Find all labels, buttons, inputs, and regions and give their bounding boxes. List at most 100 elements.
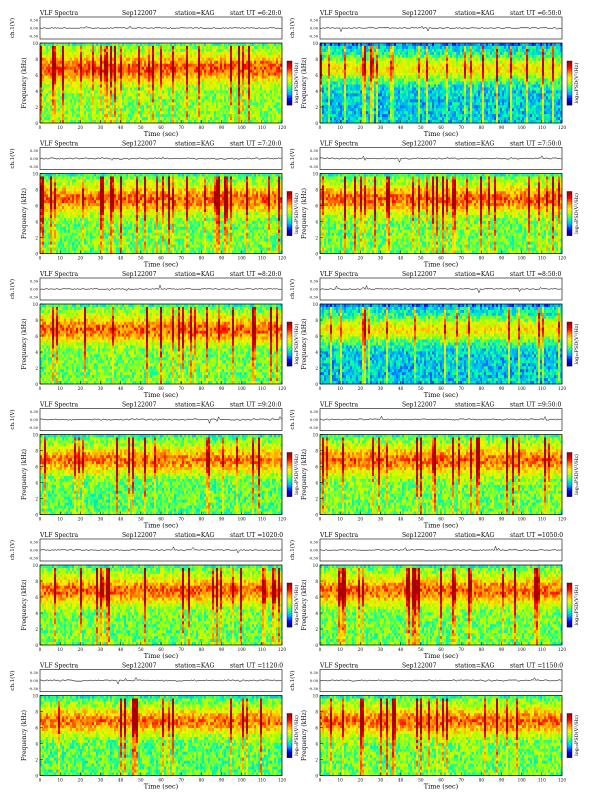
spectrogram-cell (390, 43, 392, 46)
spectrogram-cell (162, 49, 164, 52)
spectrogram-cell (86, 114, 88, 117)
spectrogram-cell (230, 52, 232, 55)
spectrogram-cell (176, 96, 178, 99)
spectrogram-cell (62, 61, 64, 64)
spectrogram-cell (60, 111, 62, 114)
spectrogram-cell (202, 49, 204, 52)
spectrogram-cell (242, 84, 244, 87)
spectrogram-cell (184, 87, 186, 90)
spectrogram-cell (204, 67, 206, 70)
spectrogram-cell (250, 117, 252, 120)
spectrogram-cell (258, 46, 260, 49)
spectrogram-cell (226, 58, 228, 61)
spectrogram-cell (212, 46, 214, 49)
spectrogram-cell (90, 108, 92, 111)
spectrogram-cell (74, 49, 76, 52)
spectrogram-cell (182, 52, 184, 55)
spectrogram-cell (270, 108, 272, 111)
spectrogram-cell (110, 52, 112, 55)
spectrogram-cell (426, 49, 428, 52)
spectrogram-cell (330, 43, 332, 46)
spectrogram-cell (184, 73, 186, 76)
spectrogram-cell (474, 49, 476, 52)
spectrogram-cell (110, 96, 112, 99)
spectrogram-cell (120, 96, 122, 99)
spectrogram-cell (80, 52, 82, 55)
spectrogram-cell (58, 93, 60, 96)
spectrogram-cell (106, 55, 108, 58)
spectrogram-cell (112, 105, 114, 108)
spectrogram-cell (48, 105, 50, 108)
spectrogram-cell (332, 52, 334, 55)
spectrogram-cell (262, 114, 264, 117)
spectrogram-cell (236, 43, 238, 46)
spectrogram-cell (204, 105, 206, 108)
spectrogram-cell (266, 96, 268, 99)
spectrogram-cell (146, 55, 148, 58)
spectrogram-cell (242, 49, 244, 52)
spectrogram-cell (412, 43, 414, 46)
spectrogram-cell (164, 93, 166, 96)
spectrogram-cell (140, 93, 142, 96)
spectrogram-cell (52, 82, 54, 85)
spectrogram-cell (104, 76, 106, 79)
spectrogram-cell (170, 58, 172, 61)
spectrogram-cell (62, 87, 64, 90)
spectrogram-cell (168, 82, 170, 85)
spectrogram-cell (488, 58, 490, 61)
spectrogram-cell (142, 79, 144, 82)
spectrogram-cell (128, 46, 130, 49)
spectrogram-cell (208, 70, 210, 73)
x-tick-label: 20 (78, 125, 84, 130)
spectrogram-cell (486, 55, 488, 58)
spectrogram-cell (198, 82, 200, 85)
spectrogram-cell (116, 96, 118, 99)
spectrogram-cell (356, 58, 358, 61)
spectrogram-cell (272, 102, 274, 105)
spectrogram-cell (218, 73, 220, 76)
spectrogram-cell (340, 58, 342, 61)
spectrogram-cell (158, 82, 160, 85)
spectrogram-cell (512, 43, 514, 46)
spectrogram-cell (378, 52, 380, 55)
spectrogram-cell (388, 61, 390, 64)
spectrogram-cell (522, 46, 524, 49)
spectrogram-cell (502, 49, 504, 52)
spectrogram-cell (138, 105, 140, 108)
spectrogram-cell (214, 67, 216, 70)
spectrogram-cell (200, 84, 202, 87)
spectrogram-cell (200, 117, 202, 120)
spectrogram-cell (110, 108, 112, 111)
spectrogram-cell (110, 64, 112, 67)
spectrogram-cell (272, 96, 274, 99)
spectrogram-cell (528, 58, 530, 61)
spectrogram-cell (52, 93, 54, 96)
spectrogram-cell (130, 61, 132, 64)
spectrogram-cell (408, 58, 410, 61)
spectrogram-cell (94, 49, 96, 52)
spectrogram-cell (244, 117, 246, 120)
spectrogram-cell (56, 43, 58, 46)
spectrogram-cell (370, 58, 372, 61)
spectrogram-cell (170, 52, 172, 55)
spectrogram-cell (80, 105, 82, 108)
spectrogram-cell (360, 49, 362, 52)
spectrogram-cell (252, 55, 254, 58)
spectrogram-cell (394, 61, 396, 64)
spectrogram-cell (406, 61, 408, 64)
spectrogram-cell (404, 43, 406, 46)
spectrogram-cell (220, 73, 222, 76)
spectrogram-cell (160, 67, 162, 70)
spectrogram-cell (96, 43, 98, 46)
spectrogram-cell (98, 117, 100, 120)
spectrogram-cell (50, 73, 52, 76)
spectrogram-cell (164, 73, 166, 76)
spectrogram-cell (92, 76, 94, 79)
spectrogram-cell (264, 87, 266, 90)
spectrogram-cell (218, 105, 220, 108)
spectrogram-cell (202, 99, 204, 102)
spectrogram-cell (44, 93, 46, 96)
spectrogram-cell (234, 70, 236, 73)
spectrogram-cell (60, 82, 62, 85)
spectrogram-cell (164, 99, 166, 102)
